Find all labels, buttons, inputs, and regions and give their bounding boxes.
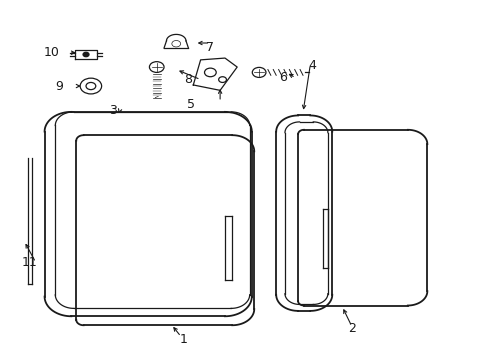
Text: 8: 8 bbox=[184, 73, 192, 86]
Text: 3: 3 bbox=[109, 104, 117, 117]
Text: 9: 9 bbox=[55, 80, 63, 93]
Text: 4: 4 bbox=[308, 59, 316, 72]
Circle shape bbox=[83, 52, 89, 57]
Text: 6: 6 bbox=[279, 71, 287, 84]
Text: 10: 10 bbox=[44, 46, 60, 59]
Text: 1: 1 bbox=[179, 333, 187, 346]
Text: 11: 11 bbox=[22, 256, 38, 269]
Text: 5: 5 bbox=[186, 98, 194, 111]
Text: 2: 2 bbox=[347, 322, 355, 335]
Text: 7: 7 bbox=[206, 41, 214, 54]
